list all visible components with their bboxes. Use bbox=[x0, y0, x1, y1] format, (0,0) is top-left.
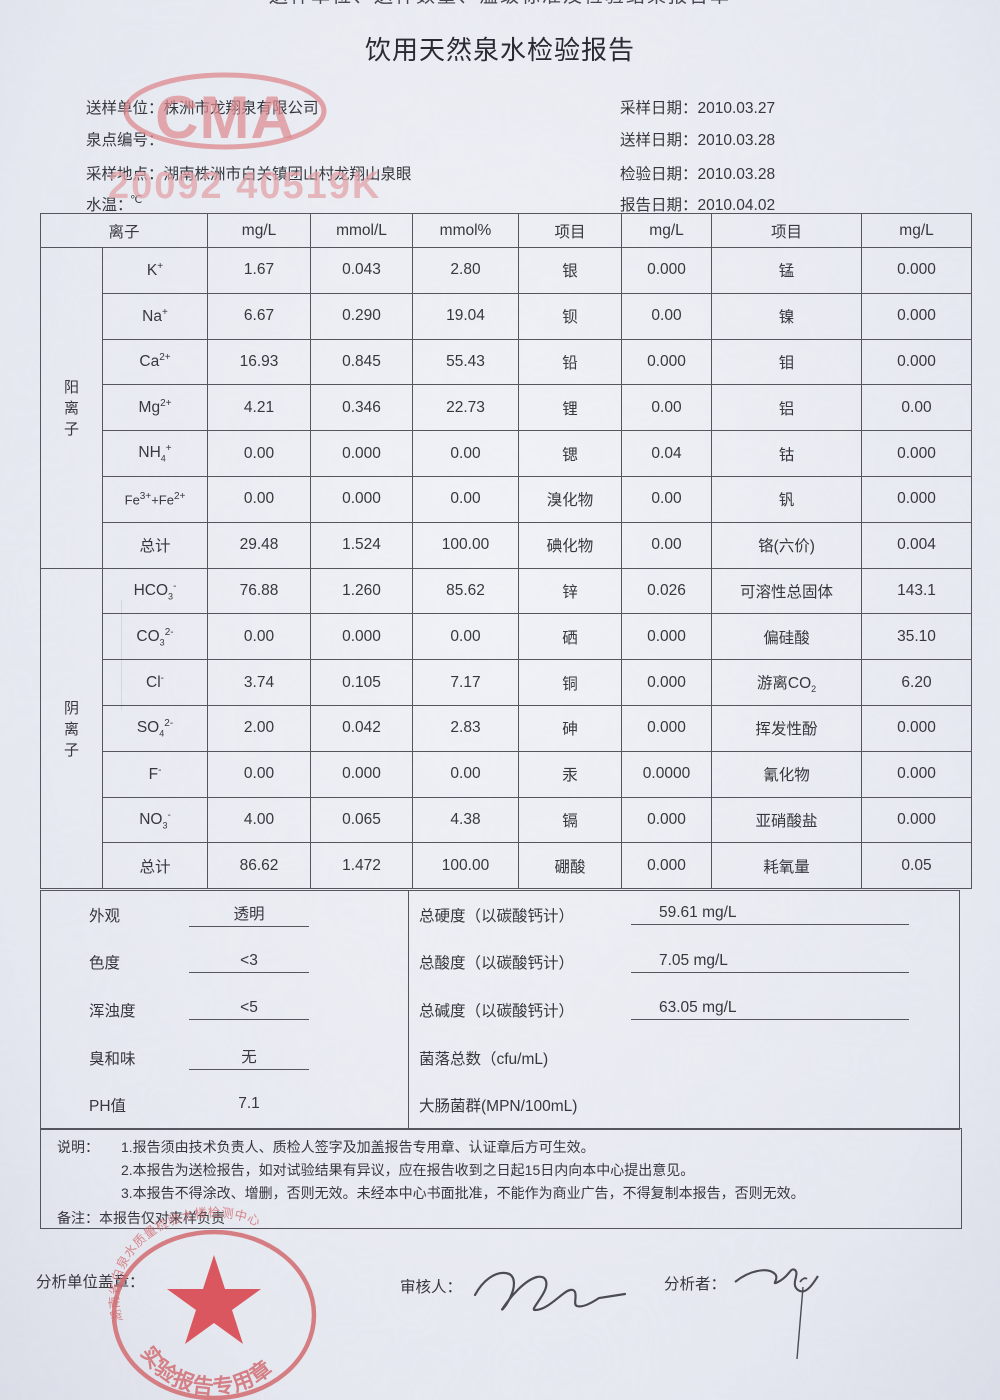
svg-text:CMA: CMA bbox=[155, 84, 295, 151]
